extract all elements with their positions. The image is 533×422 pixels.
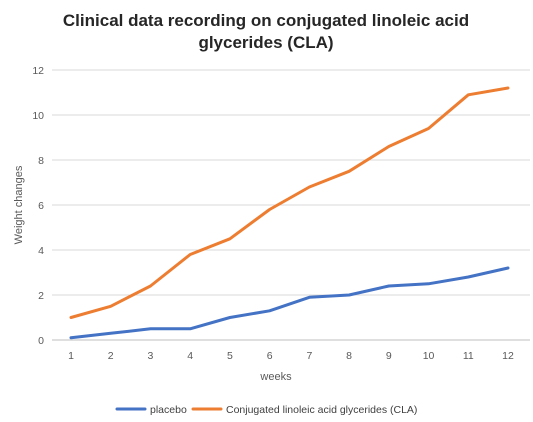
series-line-cla <box>69 86 510 319</box>
x-tick-label: 2 <box>108 350 114 362</box>
x-tick-label: 4 <box>187 350 193 362</box>
x-tick-label: 5 <box>227 350 233 362</box>
series-line-placebo <box>69 266 510 340</box>
legend: placebo Conjugated linoleic acid glyceri… <box>115 404 417 416</box>
x-axis-label: weeks <box>259 371 292 383</box>
y-tick-label: 6 <box>38 200 44 212</box>
x-tick-label: 9 <box>386 350 392 362</box>
y-tick-label: 8 <box>38 155 44 167</box>
y-axis-label: Weight changes <box>13 165 25 244</box>
y-tick-label: 10 <box>32 110 44 122</box>
x-tick-label: 12 <box>502 350 514 362</box>
legend-label-placebo: placebo <box>150 404 187 416</box>
x-tick-label: 10 <box>423 350 435 362</box>
y-tick-label: 0 <box>38 335 44 347</box>
series-lines <box>69 86 510 340</box>
y-tick-label: 2 <box>38 290 44 302</box>
x-axis-ticks: 1 2 3 4 5 6 7 8 9 10 11 12 <box>68 350 514 362</box>
x-tick-label: 3 <box>148 350 154 362</box>
y-axis-ticks: 0 2 4 6 8 10 12 <box>32 65 44 347</box>
chart-title-line-1: Clinical data recording on conjugated li… <box>63 11 469 30</box>
y-tick-label: 4 <box>38 245 44 257</box>
legend-label-cla: Conjugated linoleic acid glycerides (CLA… <box>226 404 417 416</box>
chart-title-line-2: glycerides (CLA) <box>198 33 333 52</box>
x-tick-label: 7 <box>306 350 312 362</box>
x-tick-label: 8 <box>346 350 352 362</box>
y-tick-label: 12 <box>32 65 44 77</box>
x-tick-label: 1 <box>68 350 74 362</box>
x-tick-label: 6 <box>267 350 273 362</box>
x-tick-label: 11 <box>463 350 474 362</box>
